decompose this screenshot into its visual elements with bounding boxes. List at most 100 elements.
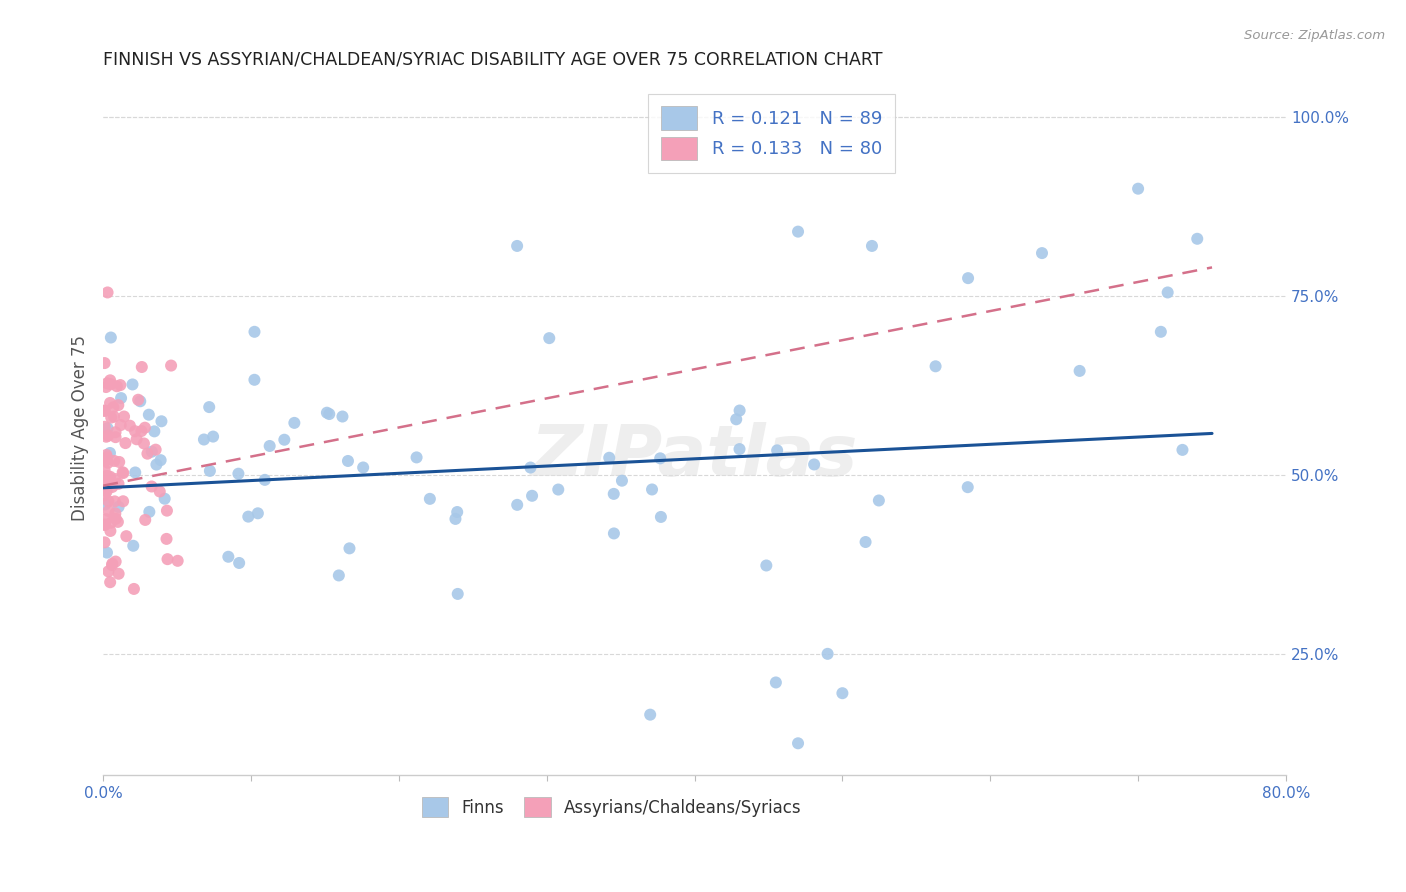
Point [328,568,350,582]
Point [124,424,146,438]
Point [122,582,145,596]
Point [728,403,751,417]
Point [259,439,281,453]
Point [94,380,117,394]
Point [1031,246,1053,260]
Point [112,409,135,424]
Point [103,401,125,415]
Point [202,429,225,443]
Point [610,474,633,488]
Point [1069,364,1091,378]
Point [519,460,541,475]
Point [97,456,120,470]
Point [405,450,427,465]
Point [115,529,138,543]
Point [98,396,121,410]
Point [104,425,127,440]
Point [143,425,166,439]
Point [136,447,159,461]
Point [107,566,129,581]
Point [127,392,149,407]
Point [145,458,167,472]
Point [641,483,664,497]
Point [149,453,172,467]
Point [193,433,215,447]
Point [650,451,672,466]
Point [1150,325,1173,339]
Point [93,470,115,484]
Point [506,239,529,253]
Point [129,394,152,409]
Point [243,373,266,387]
Point [107,515,129,529]
Point [228,467,250,481]
Point [94,419,117,434]
Point [1156,285,1178,300]
Point [94,453,117,467]
Point [650,510,672,524]
Point [104,472,127,486]
Point [96,376,118,391]
Point [855,535,877,549]
Point [1126,182,1149,196]
Point [134,513,156,527]
Point [803,458,825,472]
Point [125,432,148,446]
Point [725,412,748,426]
Point [112,466,135,480]
Point [520,489,543,503]
Point [98,575,121,590]
Point [94,469,117,483]
Point [273,433,295,447]
Point [506,498,529,512]
Point [100,524,122,538]
Point [155,532,177,546]
Point [108,455,131,469]
Point [149,484,172,499]
Point [103,454,125,468]
Point [93,356,115,370]
Point [96,546,118,560]
Point [868,493,890,508]
Point [97,494,120,508]
Point [141,444,163,458]
Point [111,465,134,479]
Point [110,418,132,433]
Point [860,239,883,253]
Point [547,483,569,497]
Point [93,470,115,484]
Point [104,494,127,508]
Point [107,398,129,412]
Point [446,505,468,519]
Point [93,488,115,502]
Point [101,558,124,573]
Point [603,487,626,501]
Point [138,408,160,422]
Point [138,505,160,519]
Text: FINNISH VS ASSYRIAN/CHALDEAN/SYRIAC DISABILITY AGE OVER 75 CORRELATION CHART: FINNISH VS ASSYRIAN/CHALDEAN/SYRIAC DISA… [103,51,883,69]
Point [97,428,120,442]
Point [787,736,810,750]
Point [217,549,239,564]
Point [93,404,115,418]
Point [253,473,276,487]
Point [104,430,127,444]
Point [156,503,179,517]
Point [100,330,122,344]
Point [316,406,339,420]
Point [153,491,176,506]
Point [339,541,361,556]
Point [96,484,118,499]
Point [755,558,778,573]
Point [104,512,127,526]
Point [94,518,117,533]
Point [419,491,441,506]
Point [94,498,117,512]
Point [924,359,946,374]
Point [118,418,141,433]
Point [96,469,118,483]
Point [141,479,163,493]
Point [1171,442,1194,457]
Point [104,555,127,569]
Point [96,512,118,526]
